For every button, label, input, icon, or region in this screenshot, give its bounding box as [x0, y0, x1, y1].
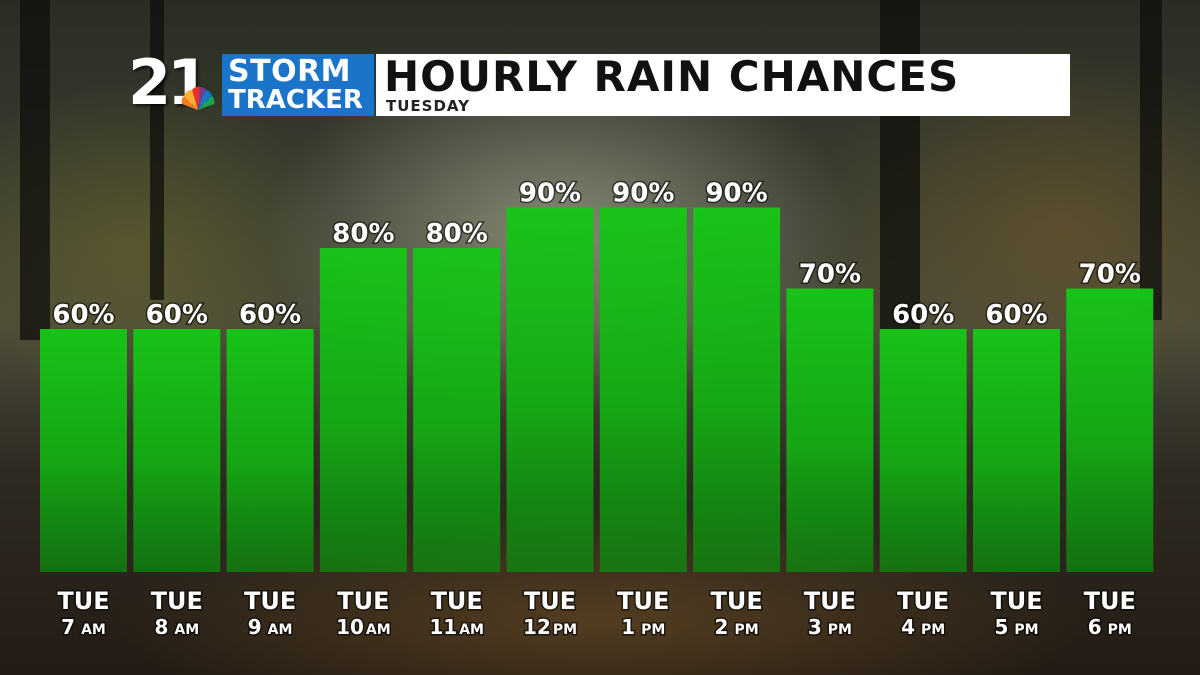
- value-label-3: 80%: [332, 219, 394, 249]
- value-label-4: 80%: [426, 219, 488, 249]
- category-time-label-7: 2 PM: [715, 615, 759, 639]
- category-time-label-2: 9 AM: [248, 615, 293, 639]
- category-time-label-3: 10 AM: [336, 615, 391, 639]
- category-time-label-6: 1 PM: [621, 615, 665, 639]
- category-day-label-2: TUE: [244, 587, 296, 615]
- peacock-icon: [181, 86, 215, 110]
- station-logo: 21: [128, 48, 224, 118]
- value-label-8: 70%: [799, 260, 861, 290]
- value-label-10: 60%: [985, 300, 1047, 330]
- storm-label: STORM: [228, 54, 352, 89]
- value-label-5: 90%: [519, 179, 581, 209]
- bar-8: [786, 288, 874, 572]
- category-time-label-4: 11 AM: [429, 615, 484, 639]
- bar-3: [319, 248, 407, 572]
- bar-5: [506, 207, 594, 572]
- category-time-label-10: 5 PM: [994, 615, 1038, 639]
- page-title: HOURLY RAIN CHANCES: [384, 52, 960, 101]
- category-day-label-10: TUE: [990, 587, 1042, 615]
- category-time-label-0: 7 AM: [61, 615, 106, 639]
- value-label-11: 70%: [1079, 260, 1141, 290]
- page-subtitle: TUESDAY: [386, 97, 470, 115]
- category-day-label-5: TUE: [524, 587, 576, 615]
- bar-1: [133, 329, 221, 572]
- category-time-label-5: 12 PM: [523, 615, 577, 639]
- tree-trunk: [20, 0, 50, 340]
- value-label-9: 60%: [892, 300, 954, 330]
- category-day-label-3: TUE: [337, 587, 389, 615]
- storm-tracker-badge: STORM TRACKER: [222, 54, 374, 116]
- category-day-label-8: TUE: [804, 587, 856, 615]
- value-labels-group: 60% 60% 60% 80% 80% 90% 90% 90% 70% 60% 60% 70%: [51, 177, 1143, 332]
- bar-7: [693, 207, 781, 572]
- tracker-label: TRACKER: [228, 85, 363, 115]
- category-time-label-11: 6 PM: [1088, 615, 1132, 639]
- tree-trunk: [1140, 0, 1162, 320]
- category-day-label-1: TUE: [151, 587, 203, 615]
- value-label-2: 60%: [239, 300, 301, 330]
- category-day-label-11: TUE: [1084, 587, 1136, 615]
- value-label-0: 60%: [52, 300, 114, 330]
- category-time-label-9: 4 PM: [901, 615, 945, 639]
- bar-10: [973, 329, 1060, 572]
- bar-2: [226, 329, 314, 572]
- value-label-1: 60%: [146, 300, 208, 330]
- bar-6: [599, 207, 687, 572]
- value-label-7: 90%: [705, 179, 767, 209]
- bars-group: [40, 207, 1154, 572]
- bar-0: [40, 329, 127, 572]
- bar-11: [1066, 288, 1154, 572]
- category-day-label-7: TUE: [710, 587, 762, 615]
- tree-trunk: [150, 0, 164, 300]
- value-label-6: 90%: [612, 179, 674, 209]
- category-time-label-1: 8 AM: [154, 615, 199, 639]
- category-day-label-9: TUE: [897, 587, 949, 615]
- category-time-label-8: 3 PM: [808, 615, 852, 639]
- category-day-label-6: TUE: [617, 587, 669, 615]
- category-day-label-4: TUE: [431, 587, 483, 615]
- bar-4: [413, 248, 501, 572]
- bar-9: [879, 329, 967, 572]
- title-banner: HOURLY RAIN CHANCES TUESDAY: [376, 54, 1070, 116]
- category-day-label-0: TUE: [57, 587, 109, 615]
